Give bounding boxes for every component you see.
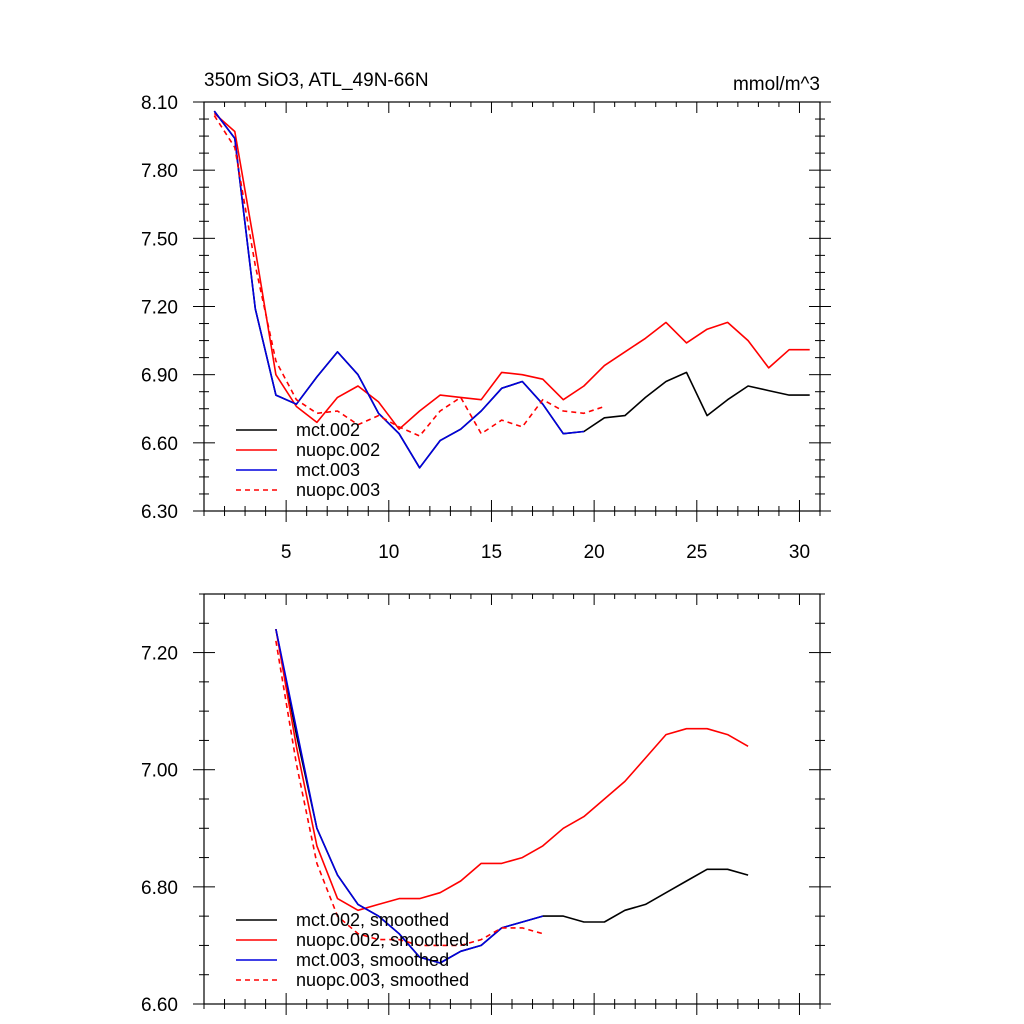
x-tick-label: 30 [789, 542, 810, 563]
series-line-mct-003-smoothed [275, 628, 544, 964]
legend-label: mct.002, smoothed [296, 910, 449, 930]
y-tick-label: 6.90 [141, 366, 178, 387]
x-tick-label: 10 [378, 542, 399, 563]
y-tick-label: 6.60 [141, 434, 178, 455]
series-line-nuopc-003 [213, 115, 605, 437]
y-tick-label: 8.10 [141, 93, 178, 114]
top-chart-axes: 5 10 15 20 25 30 6.30 6.60 6.90 7.20 7.50 7.80 8.10 [141, 93, 831, 563]
bottom-chart-axes: 6.60 6.80 7.00 7.20 [141, 593, 831, 1016]
series-line-nuopc-002 [213, 112, 810, 431]
units-label: mmol/m^3 [733, 74, 820, 95]
x-tick-label: 5 [281, 542, 292, 563]
legend-label: nuopc.002, smoothed [296, 930, 469, 950]
chart-title: 350m SiO3, ATL_49N-66N [204, 70, 429, 91]
legend-label: mct.003 [296, 460, 360, 480]
x-tick-label: 20 [584, 542, 605, 563]
y-tick-label: 7.50 [141, 229, 178, 250]
series-line-nuopc-003-smoothed [275, 640, 544, 947]
legend-label: mct.002 [296, 420, 360, 440]
series-line-mct-003 [213, 110, 584, 469]
x-tick-label: 25 [686, 542, 707, 563]
y-tick-label: 7.00 [141, 761, 178, 782]
top-chart-series [213, 110, 810, 469]
legend-label: mct.003, smoothed [296, 950, 449, 970]
bottom-chart-panel: 6.606.807.007.20 mct.002, smoothednuopc.… [141, 593, 831, 1016]
legend-label: nuopc.003 [296, 480, 380, 500]
bottom-chart-series [275, 628, 749, 964]
legend-label: nuopc.002 [296, 440, 380, 460]
y-tick-label: 6.30 [141, 502, 178, 523]
y-tick-label: 6.80 [141, 878, 178, 899]
legend-label: nuopc.003, smoothed [296, 970, 469, 990]
top-chart-panel: 350m SiO3, ATL_49N-66N mmol/m^3 5 10 15 20 2… [141, 70, 831, 563]
y-tick-label: 7.20 [141, 644, 178, 665]
series-line-mct-002 [213, 110, 810, 469]
y-tick-label: 6.60 [141, 995, 178, 1016]
y-tick-label: 7.80 [141, 161, 178, 182]
y-tick-label: 7.20 [141, 298, 178, 319]
x-tick-label: 15 [481, 542, 502, 563]
series-line-nuopc-002-smoothed [275, 628, 749, 912]
